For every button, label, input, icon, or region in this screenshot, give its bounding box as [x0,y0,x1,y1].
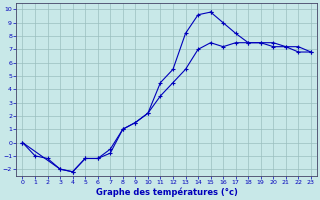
X-axis label: Graphe des températures (°c): Graphe des températures (°c) [96,188,238,197]
